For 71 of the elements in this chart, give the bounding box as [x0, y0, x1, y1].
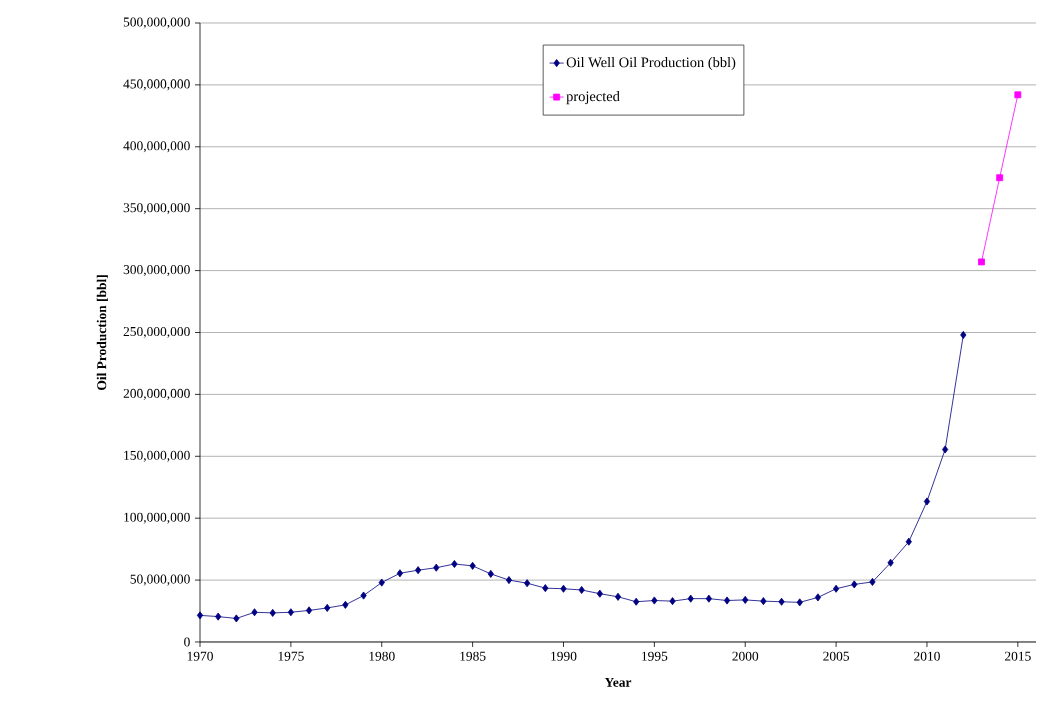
point [669, 597, 676, 606]
point [1014, 91, 1022, 99]
point [560, 584, 567, 593]
point [396, 569, 404, 578]
point [687, 594, 694, 603]
point [887, 558, 894, 567]
x-tick-label: 2000 [732, 651, 759, 661]
point [378, 578, 385, 587]
point [433, 563, 440, 572]
point [215, 612, 222, 621]
point [269, 608, 276, 617]
point [233, 614, 240, 623]
x-tick-label: 1985 [460, 651, 486, 661]
point [542, 584, 549, 593]
point [196, 611, 204, 620]
point [633, 597, 640, 606]
x-tick-label: 1990 [551, 651, 577, 661]
point [651, 596, 658, 605]
y-tick-label: 0 [184, 637, 190, 647]
y-tick-label: 50,000,000 [130, 574, 190, 586]
legend-label: Oil Well Oil Production (bbl) [566, 57, 736, 71]
point [742, 595, 749, 604]
point [487, 569, 494, 578]
point [778, 597, 785, 606]
y-tick-label: 200,000,000 [123, 388, 190, 400]
point [451, 559, 458, 568]
point [760, 597, 767, 606]
point [360, 591, 367, 600]
point [415, 566, 422, 575]
point [942, 445, 949, 454]
point [723, 596, 731, 605]
x-tick-label: 1980 [369, 651, 395, 661]
y-tick-label: 150,000,000 [124, 450, 190, 462]
point [578, 585, 585, 594]
point [596, 589, 603, 598]
y-tick-label: 250,000,000 [123, 326, 190, 338]
point [814, 593, 822, 602]
point [996, 174, 1004, 182]
y-axis-title: Oil Production [bbl] [96, 275, 108, 390]
point [469, 561, 476, 570]
y-tick-label: 400,000,000 [123, 141, 190, 153]
point [614, 592, 622, 601]
point [705, 594, 712, 603]
point [869, 577, 876, 586]
point [833, 584, 840, 593]
legend-label: projected [566, 91, 620, 105]
x-tick-label: 1975 [278, 651, 304, 661]
point [923, 497, 931, 506]
point [251, 608, 258, 617]
y-tick-label: 450,000,000 [123, 79, 190, 91]
point [342, 600, 349, 609]
y-tick-label: 100,000,000 [124, 512, 190, 524]
point [851, 580, 858, 589]
x-tick-label: 2015 [1004, 651, 1031, 661]
y-tick-label: 350,000,000 [123, 203, 190, 215]
x-tick-label: 2010 [914, 651, 940, 661]
x-tick-label: 2005 [823, 651, 850, 661]
x-tick-label: 1970 [187, 651, 213, 661]
point [287, 608, 294, 617]
x-axis-title: Year [604, 677, 632, 687]
point [324, 603, 331, 612]
point [960, 330, 967, 339]
point [305, 606, 313, 615]
point [505, 576, 513, 585]
y-tick-label: 300,000,000 [123, 265, 190, 277]
x-tick-label: 1995 [642, 651, 668, 661]
point [905, 537, 912, 546]
point [978, 258, 985, 266]
point [524, 579, 531, 588]
point [796, 598, 803, 607]
y-tick-label: 500,000,000 [123, 17, 190, 29]
